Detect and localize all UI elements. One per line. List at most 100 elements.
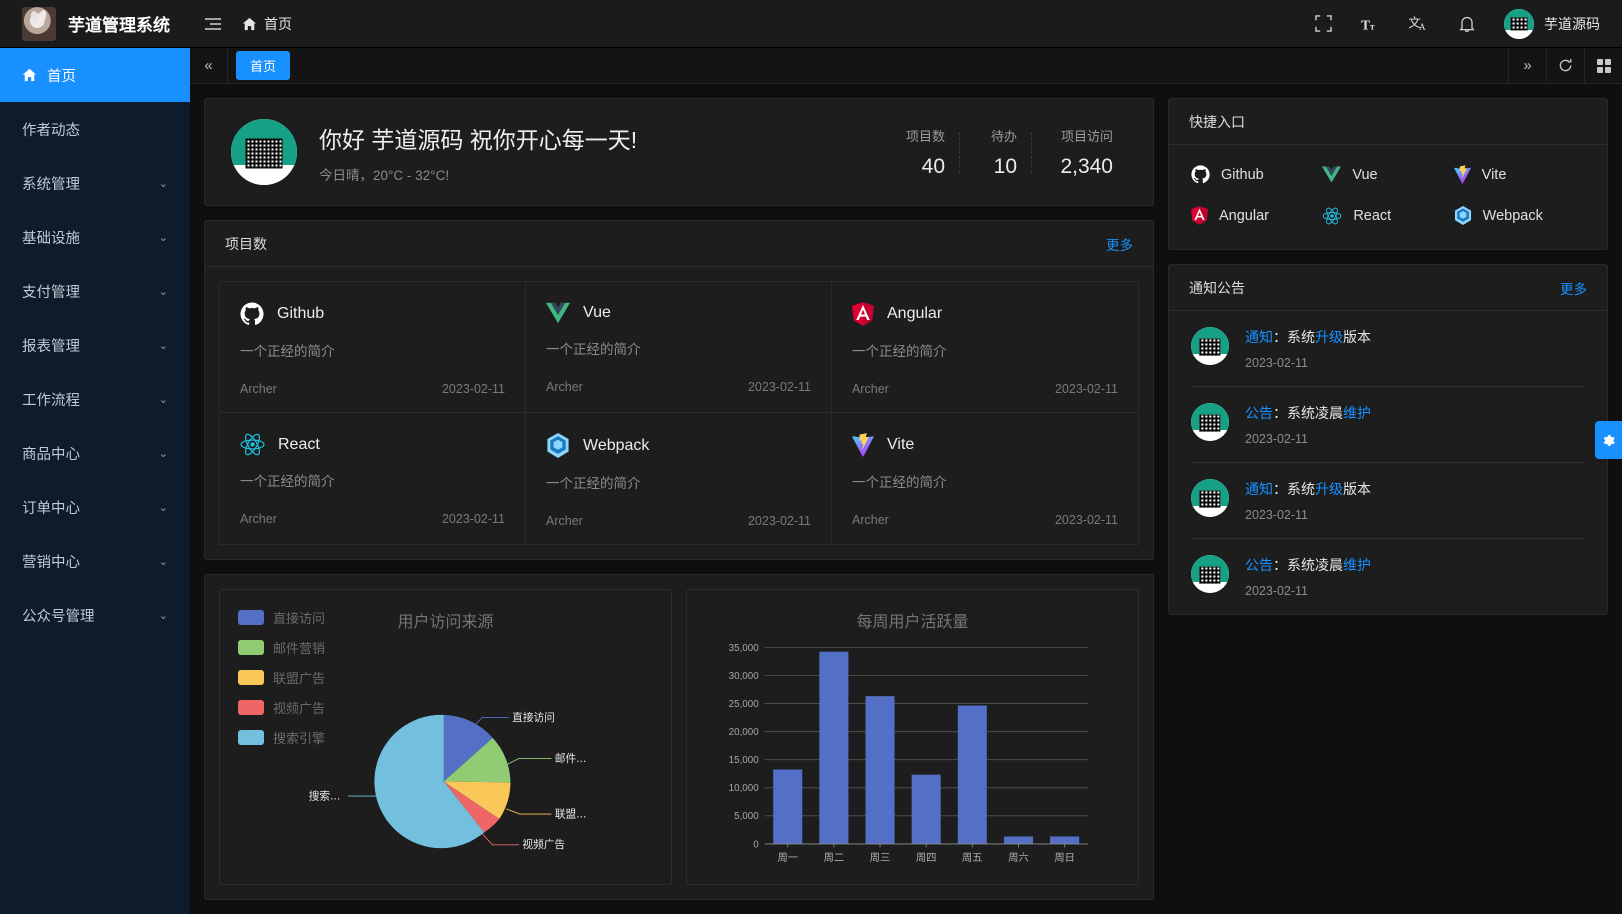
avatar bbox=[1504, 8, 1534, 39]
bar-mon[interactable] bbox=[773, 769, 803, 845]
pie-chart: 用户访问来源 直接访问 邮件营销 bbox=[219, 589, 672, 885]
notice-item[interactable]: 公告：系统凌晨维护 2023-02-11 bbox=[1191, 387, 1585, 464]
body: 首页 作者动态 系统管理 ⌄ 基础设施 ⌄ 支付管理 ⌄ 报表管理 ⌄ bbox=[0, 48, 1622, 914]
projects-more-link[interactable]: 更多 bbox=[1106, 237, 1133, 253]
vue-icon bbox=[546, 302, 570, 324]
sidebar-item-workflow[interactable]: 工作流程 ⌄ bbox=[0, 372, 190, 426]
tabs-scroll-right-button[interactable]: » bbox=[1508, 48, 1546, 84]
angular-icon bbox=[852, 302, 874, 327]
breadcrumb[interactable]: 首页 bbox=[236, 14, 292, 34]
bar-chart-canvas[interactable]: 35,000 30,000 25,000 20,000 15,000 10,00… bbox=[687, 632, 1138, 880]
quick-entry-react[interactable]: React bbox=[1322, 206, 1453, 225]
legend-item[interactable]: 邮件营销 bbox=[238, 638, 325, 657]
notice-item[interactable]: 通知：系统升级版本 2023-02-11 bbox=[1191, 311, 1585, 388]
brand[interactable]: 芋道管理系统 bbox=[0, 6, 190, 41]
sidebar-item-infra[interactable]: 基础设施 ⌄ bbox=[0, 210, 190, 264]
project-card-github[interactable]: Github 一个正经的简介 Archer 2023-02-11 bbox=[220, 282, 526, 414]
tab-home[interactable]: 首页 bbox=[236, 51, 291, 81]
sidebar-item-home[interactable]: 首页 bbox=[0, 48, 190, 102]
project-card-vue[interactable]: Vue 一个正经的简介 Archer 2023-02-11 bbox=[526, 282, 832, 414]
legend-item[interactable]: 联盟广告 bbox=[238, 668, 325, 687]
notice-content: 公告：系统凌晨维护 2023-02-11 bbox=[1245, 403, 1371, 446]
quick-entry-webpack[interactable]: Webpack bbox=[1454, 206, 1585, 226]
pie-label-direct: 直接访问 bbox=[512, 711, 555, 724]
legend-item[interactable]: 视频广告 bbox=[238, 698, 325, 717]
font-size-icon[interactable]: T т bbox=[1360, 13, 1382, 35]
project-name: React bbox=[278, 435, 320, 453]
vite-icon bbox=[852, 433, 874, 457]
fullscreen-icon[interactable] bbox=[1312, 13, 1334, 35]
project-footer: Archer 2023-02-11 bbox=[852, 382, 1118, 396]
user-menu[interactable]: 芋道源码 bbox=[1504, 8, 1600, 39]
notices-more-link[interactable]: 更多 bbox=[1560, 281, 1587, 297]
sidebar-item-marketing[interactable]: 营销中心 ⌄ bbox=[0, 534, 190, 588]
project-card-react[interactable]: React 一个正经的简介 Archer 2023-02-11 bbox=[220, 413, 526, 545]
welcome-weather: 今日晴，20°C - 32°C! bbox=[319, 167, 450, 183]
sidebar-item-label: 报表管理 bbox=[22, 338, 80, 355]
tab-label: 首页 bbox=[250, 59, 277, 75]
pie-slice-video[interactable] bbox=[443, 781, 500, 833]
pie-slice-direct[interactable] bbox=[443, 715, 493, 782]
legend-label: 联盟广告 bbox=[273, 671, 326, 687]
pie-slice-search[interactable] bbox=[374, 715, 485, 849]
projects-card-header: 项目数 更多 bbox=[205, 221, 1153, 268]
layout-grid-button[interactable] bbox=[1584, 48, 1622, 84]
pie-chart-canvas[interactable]: 直接访问 邮件... 联盟... 视频广告 搜索... bbox=[220, 632, 671, 880]
settings-drawer-button[interactable] bbox=[1595, 421, 1622, 459]
sidebar-item-payment[interactable]: 支付管理 ⌄ bbox=[0, 264, 190, 318]
chevron-down-icon: ⌄ bbox=[158, 555, 168, 568]
sidebar-item-product[interactable]: 商品中心 ⌄ bbox=[0, 426, 190, 480]
stat-todo: 待办 10 bbox=[959, 126, 1031, 179]
sidebar-item-order[interactable]: 订单中心 ⌄ bbox=[0, 480, 190, 534]
translate-icon[interactable]: 文 A bbox=[1408, 13, 1430, 35]
top-bar-actions: T т 文 A 芋道源码 bbox=[1312, 8, 1622, 39]
stat-visits: 项目访问 2,340 bbox=[1031, 126, 1127, 179]
quick-entry-vue[interactable]: Vue bbox=[1322, 165, 1453, 184]
pie-slice-email[interactable] bbox=[443, 738, 511, 783]
sidebar-item-author-news[interactable]: 作者动态 bbox=[0, 102, 190, 156]
project-card-angular[interactable]: Angular 一个正经的简介 Archer 2023-02-11 bbox=[832, 282, 1138, 414]
notice-item[interactable]: 通知：系统升级版本 2023-02-11 bbox=[1191, 463, 1585, 540]
project-footer: Archer 2023-02-11 bbox=[240, 382, 505, 396]
project-card-vite[interactable]: Vite 一个正经的简介 Archer 2023-02-11 bbox=[832, 413, 1138, 544]
bar-tue[interactable] bbox=[819, 651, 849, 845]
bar-sat[interactable] bbox=[1003, 836, 1033, 845]
sidebar-item-mp[interactable]: 公众号管理 ⌄ bbox=[0, 588, 190, 642]
y-tick-label: 30,000 bbox=[729, 671, 760, 682]
bar-sun[interactable] bbox=[1050, 836, 1080, 845]
legend-item[interactable]: 搜索引擎 bbox=[238, 728, 325, 747]
qr-code-icon bbox=[1504, 8, 1534, 39]
chevron-down-icon: ⌄ bbox=[158, 447, 168, 460]
notification-bell-icon[interactable] bbox=[1456, 13, 1478, 35]
project-name: Vue bbox=[583, 304, 611, 322]
sidebar-item-system[interactable]: 系统管理 ⌄ bbox=[0, 156, 190, 210]
quick-entry-angular[interactable]: Angular bbox=[1191, 206, 1322, 225]
legend-label: 直接访问 bbox=[273, 611, 326, 627]
avatar bbox=[1191, 555, 1229, 594]
pie-slice-affiliate[interactable] bbox=[443, 781, 511, 820]
refresh-button[interactable] bbox=[1546, 48, 1584, 84]
qr-code-icon bbox=[1191, 327, 1229, 366]
github-icon bbox=[1191, 165, 1210, 184]
github-icon bbox=[240, 302, 264, 326]
avatar bbox=[1191, 479, 1229, 518]
project-desc: 一个正经的简介 bbox=[546, 476, 641, 492]
quick-entry-vite[interactable]: Vite bbox=[1453, 165, 1585, 184]
project-author: Archer bbox=[546, 514, 583, 529]
notices-list: 通知：系统升级版本 2023-02-11 公告：系统凌晨维护 bbox=[1169, 311, 1607, 614]
bar-fri[interactable] bbox=[957, 705, 987, 845]
stat-label: 项目数 bbox=[905, 128, 945, 144]
stat-value: 10 bbox=[993, 154, 1017, 178]
quick-entry-github[interactable]: Github bbox=[1191, 165, 1322, 184]
notice-item[interactable]: 公告：系统凌晨维护 2023-02-11 bbox=[1191, 539, 1585, 614]
legend-item[interactable]: 直接访问 bbox=[238, 608, 325, 627]
projects-body: Github 一个正经的简介 Archer 2023-02-11 bbox=[205, 267, 1153, 559]
sidebar-item-report[interactable]: 报表管理 ⌄ bbox=[0, 318, 190, 372]
welcome-stats: 项目数 40 待办 10 项目访问 2,340 bbox=[887, 126, 1127, 179]
project-card-webpack[interactable]: Webpack 一个正经的简介 Archer 2023-02-11 bbox=[526, 413, 832, 545]
tabs-scroll-left-button[interactable]: « bbox=[190, 48, 228, 84]
qr-code-icon bbox=[1191, 403, 1229, 442]
bar-thu[interactable] bbox=[911, 774, 941, 845]
bar-wed[interactable] bbox=[865, 696, 895, 845]
menu-toggle-button[interactable] bbox=[190, 17, 236, 31]
